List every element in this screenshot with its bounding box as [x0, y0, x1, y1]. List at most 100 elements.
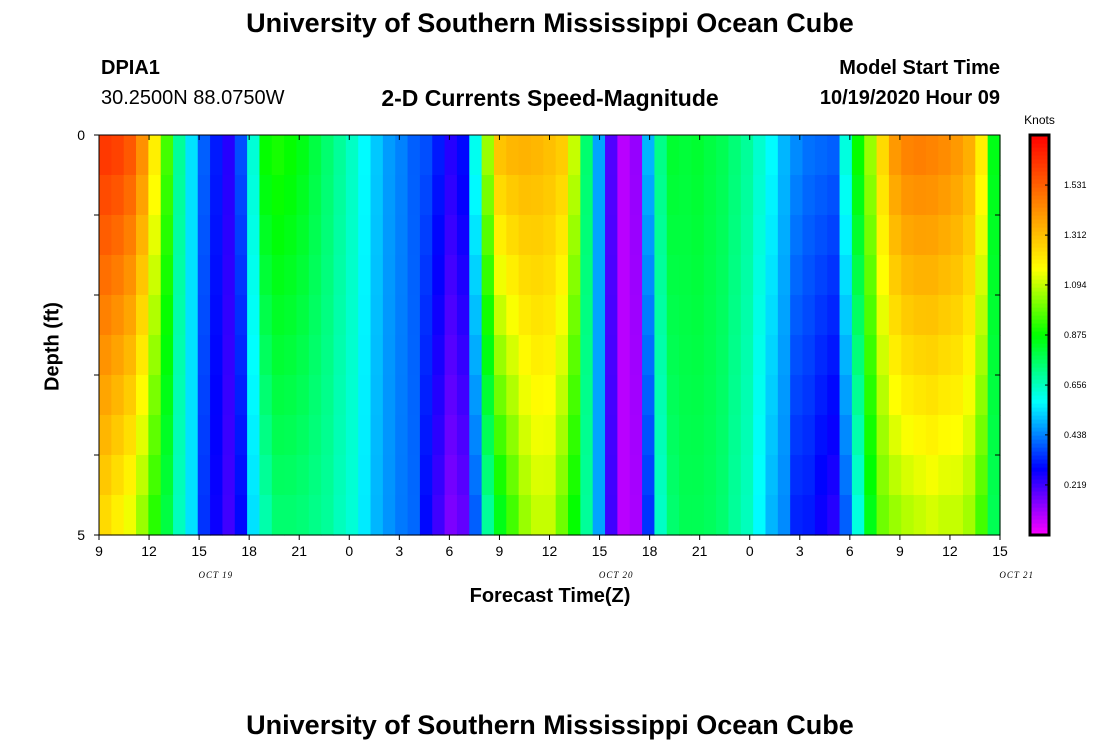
heatmap-cell: [518, 215, 532, 256]
heatmap-cell: [395, 335, 409, 376]
heatmap-cell: [308, 175, 322, 216]
colorbar-segment: [1030, 235, 1049, 240]
heatmap-cell: [851, 255, 865, 296]
heatmap-cell: [358, 455, 372, 496]
heatmap-cell: [777, 215, 791, 256]
heatmap-cell: [407, 415, 421, 456]
heatmap-cell: [987, 375, 1001, 416]
colorbar-segment: [1030, 207, 1049, 212]
heatmap-cell: [185, 335, 199, 376]
colorbar-tick-label: 1.312: [1064, 230, 1087, 240]
heatmap-cell: [456, 495, 470, 536]
colorbar-segment: [1030, 511, 1049, 516]
colorbar-segment: [1030, 215, 1049, 220]
colorbar-segment: [1030, 403, 1049, 408]
colorbar-segment: [1030, 347, 1049, 352]
colorbar-segment: [1030, 447, 1049, 452]
heatmap-cell: [370, 175, 384, 216]
heatmap-cell: [469, 175, 483, 216]
heatmap-cell: [173, 455, 186, 496]
heatmap-cell: [839, 175, 853, 216]
heatmap-cell: [247, 495, 261, 536]
heatmap-cell: [160, 135, 174, 176]
heatmap-cell: [506, 375, 520, 416]
heatmap-cell: [666, 175, 680, 216]
heatmap-cell: [962, 175, 976, 216]
heatmap-cell: [296, 375, 310, 416]
heatmap-cell: [234, 215, 248, 256]
heatmap-cell: [777, 175, 791, 216]
heatmap-cell: [123, 335, 137, 376]
heatmap-cell: [605, 295, 618, 336]
heatmap-cell: [493, 175, 507, 216]
heatmap-cell: [284, 175, 298, 216]
heatmap-cell: [987, 215, 1001, 256]
heatmap-cell: [247, 215, 261, 256]
heatmap-cell: [716, 135, 730, 176]
heatmap-cell: [185, 495, 199, 536]
heatmap-cell: [568, 495, 581, 536]
heatmap-cell: [395, 375, 409, 416]
heatmap-cell: [469, 255, 483, 296]
heatmap-cell: [395, 455, 409, 496]
heatmap-cell: [247, 375, 261, 416]
heatmap-cell: [962, 375, 976, 416]
heatmap-cell: [605, 215, 618, 256]
heatmap-cell: [493, 375, 507, 416]
y-tick-label: 0: [77, 127, 85, 143]
heatmap-cell: [703, 375, 717, 416]
heatmap-cell: [617, 135, 631, 176]
heatmap-cell: [814, 495, 828, 536]
x-axis-label: Forecast Time(Z): [469, 585, 631, 607]
heatmap-cell: [506, 495, 520, 536]
heatmap-cell: [580, 295, 594, 336]
heatmap-cell: [592, 375, 606, 416]
heatmap-cell: [296, 335, 310, 376]
heatmap-cell: [580, 335, 594, 376]
heatmap-cell: [654, 255, 668, 296]
heatmap-cell: [629, 215, 643, 256]
heatmap-cell: [185, 135, 199, 176]
heatmap-cell: [938, 135, 952, 176]
heatmap-cell: [321, 135, 335, 176]
heatmap-cell: [444, 375, 458, 416]
heatmap-cell: [851, 295, 865, 336]
colorbar-tick-label: 0.656: [1064, 380, 1087, 390]
heatmap-cell: [876, 295, 890, 336]
heatmap-cell: [790, 215, 804, 256]
heatmap-cell: [432, 135, 446, 176]
heatmap-cell: [185, 175, 199, 216]
heatmap-cell: [864, 495, 878, 536]
heatmap-cell: [938, 175, 952, 216]
heatmap-cell: [358, 375, 372, 416]
heatmap-cell: [790, 175, 804, 216]
heatmap-cell: [703, 415, 717, 456]
heatmap-cell: [234, 135, 248, 176]
heatmap-cell: [851, 135, 865, 176]
heatmap-cell: [345, 495, 359, 536]
station-coordinates: 30.2500N 88.0750W: [101, 87, 285, 109]
heatmap-cell: [679, 255, 693, 296]
heatmap-cell: [666, 375, 680, 416]
heatmap-cell: [629, 175, 643, 216]
heatmap-cell: [111, 135, 125, 176]
heatmap-cell: [814, 295, 828, 336]
heatmap-cell: [284, 335, 298, 376]
heatmap-cell: [642, 455, 656, 496]
heatmap-cell: [839, 215, 853, 256]
heatmap-cell: [493, 135, 507, 176]
heatmap-cell: [901, 495, 915, 536]
heatmap-cell: [173, 295, 186, 336]
heatmap-cell: [913, 495, 927, 536]
heatmap-cell: [160, 215, 174, 256]
heatmap-cell: [173, 375, 186, 416]
heatmap-cell: [308, 335, 322, 376]
heatmap-cell: [740, 295, 754, 336]
heatmap-cell: [432, 255, 446, 296]
heatmap-cell: [259, 295, 273, 336]
heatmap-cell: [580, 255, 594, 296]
heatmap-cell: [814, 215, 828, 256]
heatmap-cell: [210, 455, 224, 496]
heatmap-cell: [197, 215, 211, 256]
heatmap-cell: [148, 455, 162, 496]
